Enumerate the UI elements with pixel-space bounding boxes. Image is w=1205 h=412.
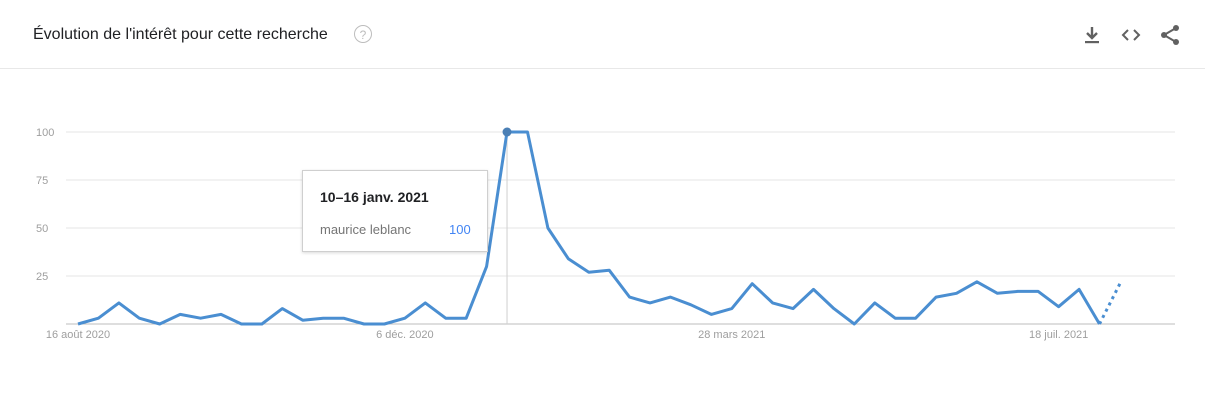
embed-icon[interactable]: [1119, 23, 1143, 47]
tooltip: 10–16 janv. 2021 maurice leblanc 100: [302, 170, 488, 252]
series-line: [77, 130, 1101, 326]
x-tick-label: 18 juil. 2021: [1029, 329, 1088, 341]
highlight-point: [502, 127, 512, 137]
tooltip-date: 10–16 janv. 2021: [320, 189, 429, 205]
x-tick-label: 28 mars 2021: [698, 329, 765, 341]
x-tick-label: 16 août 2020: [46, 329, 110, 341]
card-header: Évolution de l'intérêt pour cette recher…: [0, 0, 1205, 69]
help-icon[interactable]: ?: [354, 25, 372, 43]
y-tick-label: 25: [36, 271, 48, 283]
series-layer: [77, 127, 1122, 326]
tooltip-value: 100: [449, 222, 471, 237]
y-tick-label: 50: [36, 223, 48, 235]
y-tick-label: 100: [36, 127, 54, 139]
tooltip-term: maurice leblanc: [320, 222, 412, 237]
y-tick-label: 75: [36, 175, 48, 187]
share-icon[interactable]: [1158, 23, 1182, 47]
x-tick-label: 6 déc. 2020: [376, 329, 434, 341]
partial-data-line: [1098, 283, 1122, 325]
download-icon[interactable]: [1080, 23, 1104, 47]
grid-layer: [66, 131, 1175, 325]
chart-title: Évolution de l'intérêt pour cette recher…: [33, 26, 328, 43]
label-layer: 25 50 75 100 16 août 2020 6 déc. 2020 28 mars …: [36, 127, 1088, 341]
